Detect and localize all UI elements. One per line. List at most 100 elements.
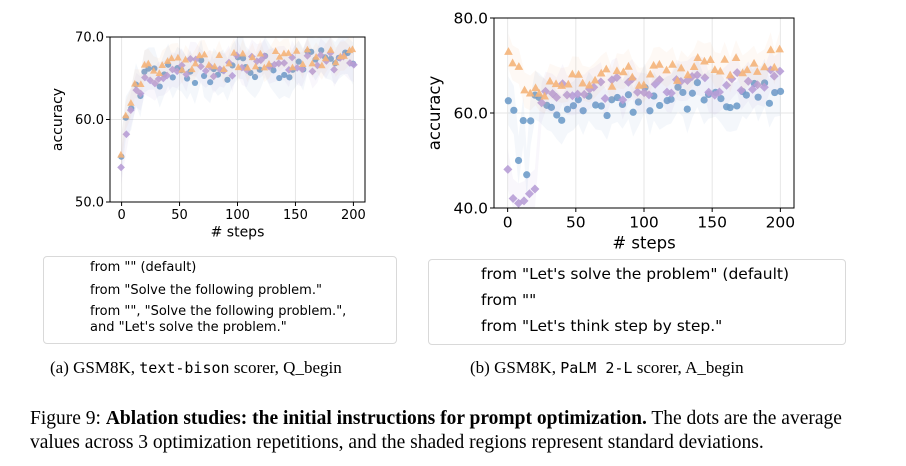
chart-b-series-2-point-21 (619, 67, 628, 76)
chart-b-series-2-point-8 (545, 76, 555, 85)
chart-b-series-0-point-11 (558, 116, 566, 124)
chart-a-series-1-point-13 (177, 61, 186, 70)
chart-a-ylabel: accuracy (50, 88, 66, 151)
chart-b-series-0-point-49 (765, 99, 774, 107)
chart-b-series-2-point-38 (710, 65, 720, 73)
chart-b-ytick-label-0: 40.0 (453, 199, 488, 217)
chart-a-series-0-point-11 (169, 74, 176, 81)
chart-b-series-2-point-28 (655, 59, 664, 68)
chart-b-series-2-point-44 (742, 65, 752, 74)
chart-b-series-0-point-29 (656, 101, 664, 110)
chart-b-xtick-label-0: 0 (503, 214, 513, 232)
chart-b-series-1-point-6 (537, 98, 547, 108)
chart-b-series-2-point-32 (676, 63, 686, 72)
chart-b-series-0-point-27 (646, 107, 654, 115)
chart-a-series-1-point-10 (163, 71, 171, 80)
chart-b-series-0-point-32 (674, 83, 682, 91)
chart-b-series-0-point-14 (574, 96, 582, 104)
chart-a-series-2-point-38 (292, 47, 301, 54)
chart-b-series-1-point-11 (562, 90, 572, 100)
chart-b-series-0-point-12 (563, 105, 572, 113)
chart-a-series-2-point-9 (158, 61, 166, 68)
chart-b-series-1-point-9 (552, 92, 562, 102)
chart-b-series-2-point-19 (607, 82, 617, 90)
chart-a-series-1-point-35 (280, 59, 289, 67)
legend-a-item-3: from "", "Solve the following problem.",… (90, 304, 347, 335)
chart-b-series-1-point-46 (753, 80, 763, 90)
chart-b-series-2-point-0 (504, 47, 513, 55)
chart-a-series-0-point-16 (191, 79, 199, 87)
chart-b-series-2-point-23 (627, 72, 637, 81)
chart-b-series-0-point-34 (683, 105, 691, 113)
chart-a-series-2-point-21 (215, 51, 223, 59)
chart-a-series-2-point-11 (167, 54, 176, 62)
chart-b-series-2-point-39 (715, 66, 725, 75)
chart-b-series-2-point-30 (668, 60, 677, 68)
figure-caption-bold: Ablation studies: the initial instructio… (105, 408, 647, 429)
chart-b-xtick-label-4: 200 (766, 214, 796, 232)
chart-b-series-1-point-36 (700, 73, 710, 83)
chart-a-series-1-point-18 (201, 66, 210, 75)
chart-a-series-1-point-0 (117, 163, 125, 172)
chart-b-series-2-point-14 (578, 78, 587, 87)
chart-b-series-1-point-5 (503, 164, 513, 174)
subcaption-b-label: (b) GSM8K, (470, 358, 561, 377)
legend-a-item-1: from "" (default) (90, 260, 197, 275)
chart-a-series-2-point-18 (200, 50, 209, 58)
chart-b-series-1-point-40 (722, 80, 732, 90)
chart-b-series-1-point-0 (508, 194, 518, 203)
chart-b-series-0-point-37 (700, 96, 708, 104)
chart-b-series-2-point-17 (596, 68, 606, 77)
subcaption-b-rest: scorer, A_begin (632, 358, 744, 377)
chart-b-series-2-point-2 (514, 62, 524, 70)
chart-a-series-1-point-8 (154, 75, 163, 83)
chart-b-series-0-point-47 (754, 93, 762, 101)
subcaption-a-scorer: text-bison (139, 359, 230, 377)
chart-b-series-0-point-24 (629, 108, 637, 116)
chart-b-series-0-point-33 (679, 88, 687, 97)
chart-b-series-2-point-6 (534, 88, 544, 97)
chart-a-series-0-point-8 (156, 83, 163, 90)
chart-a-series-1-point-34 (274, 59, 283, 68)
chart-a-series-2-point-44 (321, 54, 330, 62)
chart-a-series-0-point-23 (224, 76, 231, 83)
chart-a-xtick-label-2: 100 (225, 208, 250, 223)
chart-a-series-2-point-42 (312, 53, 320, 60)
chart-b-series-0-point-40 (717, 94, 725, 103)
chart-b-series-1-point-35 (692, 70, 702, 80)
chart-a-series-0-point-35 (281, 71, 288, 79)
chart-b-series-0-point-13 (569, 102, 578, 110)
chart-a-series-1-std-band (121, 37, 354, 185)
chart-a-series-2-point-36 (284, 49, 293, 56)
legend-b-item-2: from "" (481, 291, 537, 309)
chart-a-series-2-point-22 (220, 65, 228, 72)
chart-a-series-2-point-27 (243, 63, 252, 71)
subcaption-b: (b) GSM8K, PaLM 2-L scorer, A_begin (470, 358, 744, 378)
chart-b-series-2-point-1 (508, 58, 517, 67)
chart-b-series-1-point-43 (736, 85, 746, 95)
chart-b-series-2-point-22 (624, 61, 633, 70)
chart-b-series-2-point-46 (752, 67, 762, 75)
chart-a-series-2-point-48 (340, 52, 348, 59)
chart-b-series-0-point-0 (514, 156, 523, 165)
chart-a-xtick-label-1: 50 (171, 208, 188, 223)
chart-a-series-2-point-6 (144, 59, 153, 67)
chart-a-series-1-point-17 (196, 62, 205, 71)
legend-b-item-3: from "Let's think step by step." (481, 317, 723, 335)
subcaption-b-scorer: PaLM 2-L (560, 359, 633, 377)
chart-b-series-0-point-10 (553, 111, 561, 119)
chart-b-series-0-point-31 (667, 95, 675, 103)
chart-b-series-2 (504, 31, 784, 114)
chart-a-series-2-point-46 (332, 58, 340, 66)
chart-b-series-0-point-18 (597, 102, 605, 110)
chart-a-ytick-label-0: 50.0 (75, 196, 104, 211)
chart-b-series-2-point-4 (525, 88, 535, 97)
chart-a-series-1-point-50 (350, 60, 358, 69)
chart-a-series-2-point-26 (239, 49, 247, 57)
chart-a-series-2-point-43 (318, 61, 326, 69)
chart-b-series-0-point-42 (726, 103, 734, 112)
chart-b-series-2-point-12 (568, 69, 577, 78)
chart-b-series-2-point-25 (639, 80, 649, 89)
chart-b-series-2-point-20 (612, 66, 622, 75)
chart-a-series-0-point-38 (295, 58, 302, 65)
